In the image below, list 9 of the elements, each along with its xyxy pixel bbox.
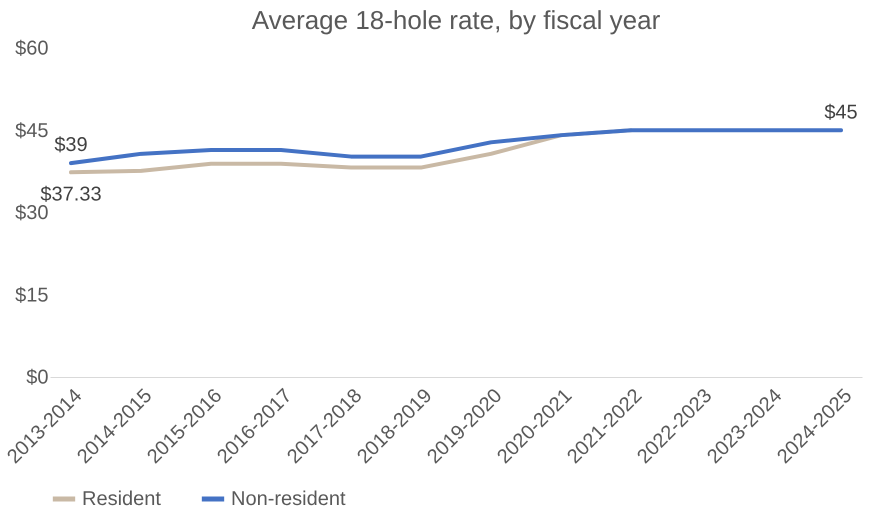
y-tick-label: $15 [15, 284, 48, 306]
data-label: $45 [824, 101, 858, 124]
y-tick-label: $0 [26, 366, 48, 388]
y-tick-label: $45 [15, 120, 48, 142]
legend-label: Non-resident [231, 488, 346, 510]
data-label: $39 [54, 134, 88, 156]
y-tick-label: $60 [15, 38, 48, 60]
chart-title: Average 18-hole rate, by fiscal year [252, 5, 661, 35]
legend-label: Resident [82, 488, 162, 510]
